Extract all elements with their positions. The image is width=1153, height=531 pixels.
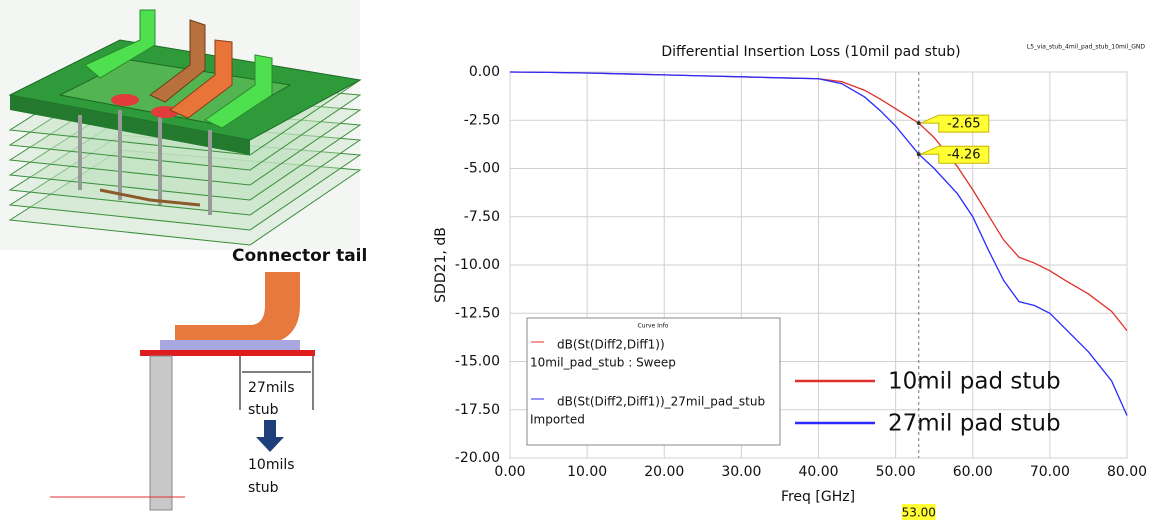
x-tick-label: 0.00 — [494, 464, 525, 480]
x-tick-label: 80.00 — [1107, 464, 1147, 480]
down-arrow — [256, 420, 284, 452]
connector-tail — [175, 272, 300, 345]
x-tick-label: 60.00 — [953, 464, 993, 480]
chart-title: Differential Insertion Loss (10mil pad s… — [661, 44, 960, 60]
marker-x-label: 53.00 — [902, 506, 936, 520]
page: Connector tail 27mils stub 10mils stub D… — [0, 0, 1153, 531]
connector-label: Connector tail — [232, 246, 367, 266]
y-tick-label: -5.00 — [464, 161, 500, 177]
y-tick-label: -15.00 — [455, 354, 500, 370]
annotation-label: 27mil pad stub — [888, 411, 1061, 437]
y-axis-label: SDD21, dB — [433, 227, 449, 303]
stub-label: stub — [248, 480, 279, 496]
legend: Curve Info dB(St(Diff2,Diff1)) 10mil_pad_s… — [527, 318, 780, 445]
y-tick-label: -20.00 — [455, 450, 500, 466]
via — [150, 356, 172, 510]
x-tick-label: 20.00 — [644, 464, 684, 480]
y-tick-label: 0.00 — [469, 64, 500, 80]
y-tick-label: -2.50 — [464, 112, 500, 128]
x-axis-label: Freq [GHz] — [781, 489, 855, 505]
y-tick-label: -10.00 — [455, 257, 500, 273]
annotation-label: 10mil pad stub — [888, 369, 1061, 395]
chart-subtitle: L5_via_stub_4mil_pad_stub_10mil_GND — [1027, 44, 1145, 51]
y-tick-label: -17.50 — [455, 402, 500, 418]
pad — [160, 340, 300, 350]
marker-label: -4.26 — [947, 148, 981, 163]
pcb-illustration — [0, 0, 360, 250]
legend-label: dB(St(Diff2,Diff1)) — [557, 338, 665, 352]
legend-title: Curve Info — [638, 323, 669, 330]
stub-label: 27mils — [248, 380, 295, 396]
marker-label: -2.65 — [947, 117, 981, 132]
x-tick-label: 10.00 — [567, 464, 607, 480]
x-tick-label: 40.00 — [798, 464, 838, 480]
marker-point — [917, 152, 921, 156]
legend-detail: 10mil_pad_stub : Sweep — [530, 356, 676, 370]
legend-detail: Imported — [530, 413, 585, 427]
x-tick-label: 50.00 — [876, 464, 916, 480]
x-tick-label: 70.00 — [1030, 464, 1070, 480]
marker-point — [917, 121, 921, 125]
stub-label: 10mils — [248, 457, 295, 473]
legend-label: dB(St(Diff2,Diff1))_27mil_pad_stub — [557, 395, 765, 409]
stub-label: stub — [248, 402, 279, 418]
trace-layer — [140, 350, 315, 356]
x-tick-label: 30.00 — [721, 464, 761, 480]
y-tick-label: -7.50 — [464, 209, 500, 225]
y-tick-label: -12.50 — [455, 305, 500, 321]
